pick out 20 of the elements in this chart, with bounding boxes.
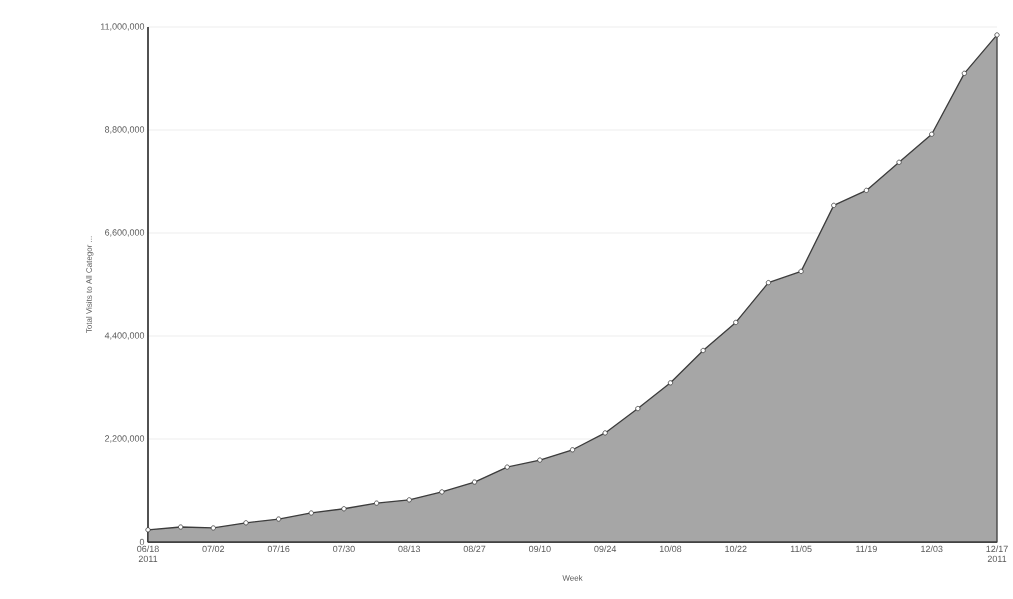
y-tick-label: 4,400,000 <box>104 332 145 340</box>
x-tick-label: 08/13 <box>398 545 421 553</box>
x-tick-label: 12/17 2011 <box>986 545 1008 563</box>
y-tick-label: 8,800,000 <box>104 126 145 134</box>
y-tick-label: 2,200,000 <box>105 435 145 443</box>
y-tick-label: 11,000,000 <box>100 23 145 31</box>
x-tick-label: 07/16 <box>267 545 290 553</box>
y-tick-label: 0 <box>139 538 145 546</box>
x-tick-label: 11/19 <box>856 545 877 553</box>
x-tick-label: 07/30 <box>333 545 355 553</box>
x-tick-label: 08/27 <box>463 545 486 553</box>
x-tick-label: 06/18 2011 <box>137 545 159 563</box>
x-tick-label: 12/03 <box>921 545 943 553</box>
x-tick-label: 10/08 <box>659 545 682 553</box>
x-tick-label: 09/10 <box>528 545 551 553</box>
x-tick-label: 11/05 <box>790 545 812 553</box>
x-tick-label: 07/02 <box>202 545 225 553</box>
y-tick-label: 6,600,000 <box>105 229 145 237</box>
x-tick-label: 10/22 <box>725 545 747 553</box>
x-tick-label: 09/24 <box>594 545 617 553</box>
